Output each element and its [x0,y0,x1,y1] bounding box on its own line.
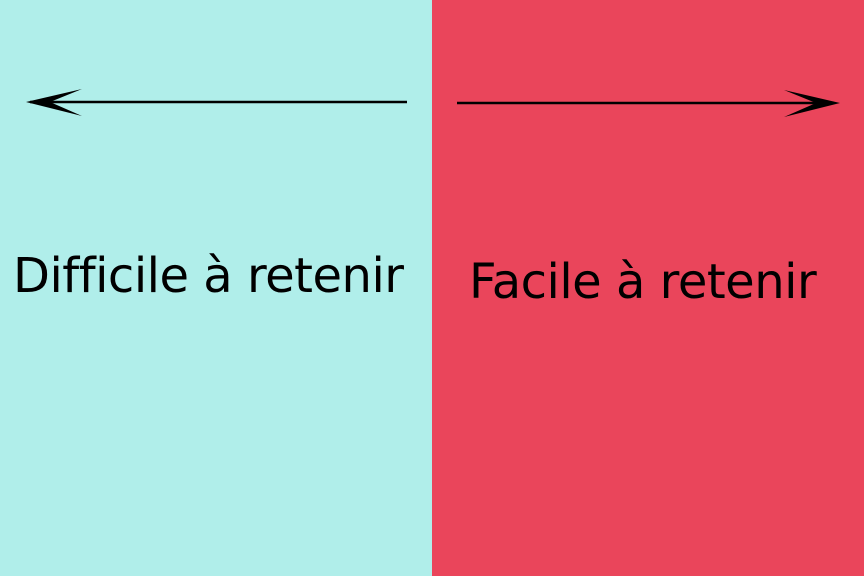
arrow-left-icon [26,89,407,116]
easy-panel [432,0,864,576]
difficult-panel [0,0,432,576]
arrow-right-icon [457,90,840,117]
easy-label: Facile à retenir [469,254,817,310]
difficult-label: Difficile à retenir [13,248,404,304]
